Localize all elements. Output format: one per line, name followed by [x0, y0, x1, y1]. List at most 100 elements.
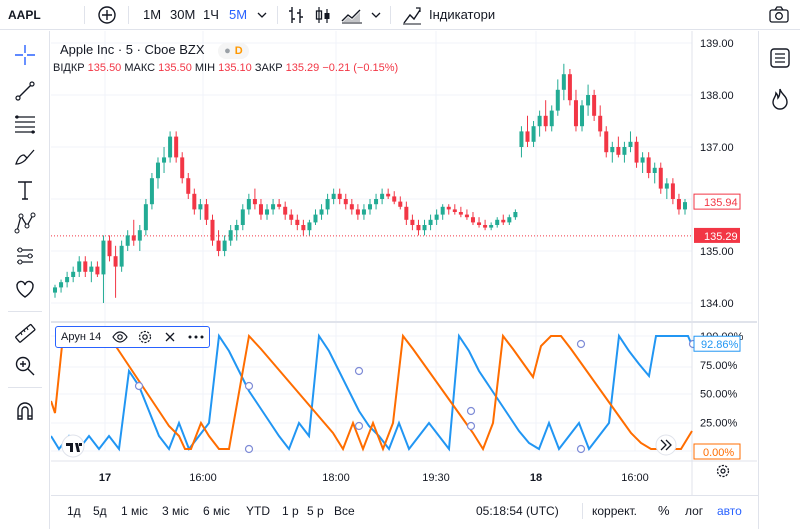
candle-body — [162, 157, 167, 163]
brush-icon[interactable] — [9, 141, 41, 173]
candle-body — [77, 261, 82, 272]
ruler-icon[interactable] — [9, 317, 41, 349]
range-5d[interactable]: 5д — [93, 504, 107, 518]
percent-toggle[interactable]: % — [658, 503, 670, 518]
trend-line-icon[interactable] — [9, 75, 41, 107]
indicator-legend[interactable]: Арун 14 — [55, 326, 210, 348]
candle-body — [95, 266, 100, 275]
settings-gear-icon[interactable] — [137, 328, 153, 353]
eye-icon[interactable] — [112, 328, 128, 353]
candle-body — [537, 115, 542, 127]
aroon-cross-marker — [576, 444, 586, 454]
clock-timezone[interactable]: 05:18:54 (UTC) — [476, 504, 559, 518]
candle-body — [149, 178, 154, 205]
fib-levels-icon[interactable] — [9, 108, 41, 140]
gear-center — [720, 468, 726, 474]
compare-add-icon[interactable] — [97, 0, 121, 30]
candle-body — [71, 271, 76, 277]
price-marker-last — [694, 227, 740, 243]
candle-body — [198, 204, 203, 210]
magnet-icon[interactable] — [9, 395, 41, 427]
aroon-down-marker — [693, 443, 741, 460]
candle-body — [343, 199, 348, 205]
divider — [8, 387, 42, 388]
candle-body — [464, 214, 469, 218]
adjust-toggle[interactable]: коррект. — [592, 504, 637, 518]
range-ytd[interactable]: YTD — [246, 504, 270, 518]
candle-body — [240, 209, 245, 225]
indicators-icon[interactable] — [401, 0, 423, 30]
low-label: МІН — [194, 62, 216, 74]
candle-body — [210, 219, 215, 241]
candle-body — [386, 193, 391, 197]
candle-body — [513, 212, 518, 218]
indicators-button[interactable]: Індикатори — [429, 7, 496, 22]
chart-type-chevron-down-icon[interactable] — [370, 0, 382, 30]
prediction-icon[interactable] — [9, 240, 41, 272]
close-icon[interactable] — [163, 328, 177, 353]
aroon-cross-marker — [244, 444, 254, 454]
watchlist-icon[interactable] — [766, 44, 794, 72]
more-options-icon[interactable] — [187, 328, 205, 353]
time-tick-label: 17 — [99, 472, 111, 484]
interval-1h[interactable]: 1Ч — [203, 7, 219, 22]
candle-body — [586, 95, 591, 106]
aroon-up-marker — [693, 335, 741, 352]
pattern-icon[interactable] — [9, 207, 41, 239]
candle-body — [543, 115, 548, 127]
candle-body — [573, 100, 578, 127]
interval-30m[interactable]: 30М — [170, 7, 196, 22]
candle-body — [428, 219, 433, 225]
time-tick-label: 18:00 — [322, 472, 350, 484]
candle-body — [234, 225, 239, 231]
gear-outline — [716, 464, 730, 478]
aroon-cross-marker — [354, 366, 364, 376]
range-all[interactable]: Все — [334, 504, 355, 518]
range-1m[interactable]: 1 міс — [121, 504, 148, 518]
candle-body — [416, 225, 421, 231]
symbol-search[interactable]: AAPL — [8, 8, 41, 22]
range-3m[interactable]: 3 міс — [162, 504, 189, 518]
candle-body — [646, 157, 651, 173]
drawing-toolbar — [0, 31, 50, 529]
high-label: МАКС — [124, 62, 156, 74]
chart-area[interactable]: 139.00 138.00 137.00 135.00 134.00 135.94 135.… — [50, 31, 757, 495]
candle-body — [246, 199, 251, 210]
divider — [84, 6, 85, 24]
text-tool-icon[interactable] — [9, 174, 41, 206]
range-1y[interactable]: 1 р — [282, 504, 299, 518]
chart-canvas[interactable]: 139.00 138.00 137.00 135.00 134.00 135.94 135.… — [50, 31, 757, 495]
candle-body — [252, 199, 257, 205]
market-status-badge: ● D — [218, 43, 249, 59]
area-chart-icon[interactable] — [340, 0, 364, 30]
candle-chart-icon[interactable] — [313, 0, 333, 30]
interval-5m[interactable]: 5М — [229, 7, 248, 22]
favorites-heart-icon[interactable] — [9, 273, 41, 305]
auto-toggle[interactable]: авто — [717, 504, 742, 518]
candle-body — [652, 167, 657, 173]
bar-chart-icon[interactable] — [286, 0, 306, 30]
hotlists-fire-icon[interactable] — [766, 85, 794, 113]
candle-body — [258, 204, 263, 215]
range-6m[interactable]: 6 міс — [203, 504, 230, 518]
interval-chevron-down-icon[interactable] — [256, 0, 268, 30]
range-5y[interactable]: 5 р — [307, 504, 324, 518]
range-1d[interactable]: 1д — [67, 504, 81, 518]
open-value: 135.50 — [87, 62, 122, 74]
aroon-down-marker-label: 0.00% — [703, 447, 734, 459]
interval-1m[interactable]: 1М — [143, 7, 162, 22]
candle-body — [489, 225, 494, 228]
candle-body — [470, 217, 475, 223]
divider — [128, 6, 129, 24]
crosshair-icon[interactable] — [9, 39, 41, 71]
candle-body — [222, 240, 227, 251]
divider — [390, 6, 391, 24]
candle-body — [368, 204, 372, 210]
candle-body — [664, 183, 669, 189]
divider — [277, 6, 278, 24]
zoom-in-icon[interactable] — [9, 350, 41, 382]
open-label: ВІДКР — [53, 62, 85, 74]
price-tick-label: 137.00 — [700, 142, 734, 154]
camera-icon[interactable] — [768, 0, 790, 30]
log-toggle[interactable]: лог — [685, 504, 704, 518]
